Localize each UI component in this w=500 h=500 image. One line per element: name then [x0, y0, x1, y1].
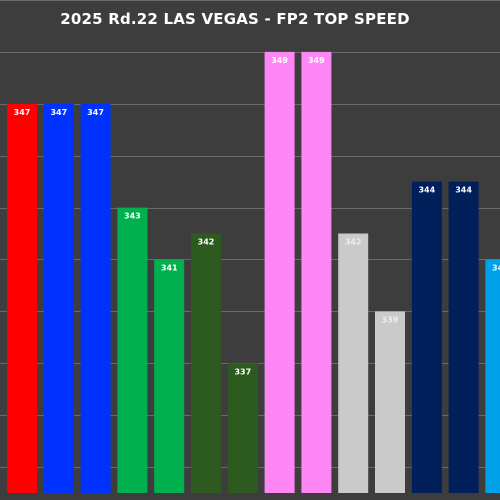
- bar: [338, 233, 369, 493]
- bar-value-label: 337: [234, 367, 251, 376]
- bar: [80, 103, 111, 494]
- bar: [301, 51, 332, 494]
- bar-value-label: 347: [14, 108, 31, 117]
- bar: [264, 51, 295, 494]
- bar: [43, 103, 74, 494]
- bar-value-label: 341: [492, 264, 500, 273]
- chart-title: 2025 Rd.22 LAS VEGAS - FP2 TOP SPEED: [60, 10, 410, 28]
- bar-value-label: 347: [50, 108, 67, 117]
- bar: [375, 311, 405, 493]
- bar-value-label: 341: [161, 264, 178, 273]
- bar-value-label: 339: [382, 315, 399, 324]
- bar-value-label: 344: [418, 186, 435, 195]
- bar: [485, 259, 500, 493]
- bar-value-label: 342: [345, 238, 362, 247]
- bar-value-label: 349: [308, 56, 325, 65]
- bar-labels: 347 347 347 343 341 342 337 349 349 342 339 344 344 3…: [14, 56, 500, 376]
- bar-value-label: 343: [124, 212, 141, 221]
- bar: [227, 363, 258, 493]
- bar-value-label: 347: [87, 108, 104, 117]
- bar: [448, 181, 479, 493]
- bar: [117, 207, 148, 493]
- bar: [411, 181, 442, 493]
- bar: [191, 233, 221, 493]
- bar: [7, 103, 37, 494]
- bar: [154, 259, 185, 493]
- bar-value-label: 344: [455, 186, 472, 195]
- bar-value-label: 349: [271, 56, 288, 65]
- bars: [7, 51, 500, 494]
- bar-value-label: 342: [198, 238, 215, 247]
